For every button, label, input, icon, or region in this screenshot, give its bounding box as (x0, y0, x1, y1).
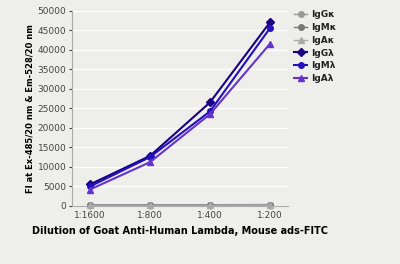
Line: IgMλ: IgMλ (87, 25, 273, 189)
IgMλ (148, 155, 152, 159)
IgMλ (88, 185, 92, 188)
IgGλ (268, 21, 272, 24)
Y-axis label: FI at Ex-485/20 nm & Em-528/20 nm: FI at Ex-485/20 nm & Em-528/20 nm (26, 24, 35, 193)
IgAλ (268, 42, 272, 45)
IgAκ (148, 204, 152, 207)
IgMλ (208, 110, 212, 113)
IgAκ (268, 203, 272, 206)
IgMκ (268, 203, 272, 206)
IgGκ (88, 204, 92, 207)
IgMλ (268, 27, 272, 30)
IgAκ (208, 204, 212, 207)
IgMκ (88, 203, 92, 206)
Line: IgAλ: IgAλ (87, 41, 273, 192)
Line: IgAκ: IgAκ (87, 202, 273, 208)
IgGλ (88, 183, 92, 186)
IgMκ (208, 203, 212, 206)
IgAλ (88, 188, 92, 191)
Legend: IgGκ, IgMκ, IgAκ, IgGλ, IgMλ, IgAλ: IgGκ, IgMκ, IgAκ, IgGλ, IgMλ, IgAλ (290, 7, 340, 87)
Line: IgGλ: IgGλ (87, 20, 273, 187)
IgGλ (148, 154, 152, 158)
IgMκ (148, 203, 152, 206)
IgAλ (208, 112, 212, 116)
IgGκ (148, 204, 152, 207)
IgGκ (208, 204, 212, 207)
IgAκ (88, 204, 92, 207)
Line: IgGκ: IgGκ (87, 202, 273, 208)
Line: IgMκ: IgMκ (87, 202, 273, 208)
IgGκ (268, 203, 272, 206)
IgAλ (148, 161, 152, 164)
IgGλ (208, 101, 212, 104)
X-axis label: Dilution of Goat Anti-Human Lambda, Mouse ads-FITC: Dilution of Goat Anti-Human Lambda, Mous… (32, 226, 328, 236)
